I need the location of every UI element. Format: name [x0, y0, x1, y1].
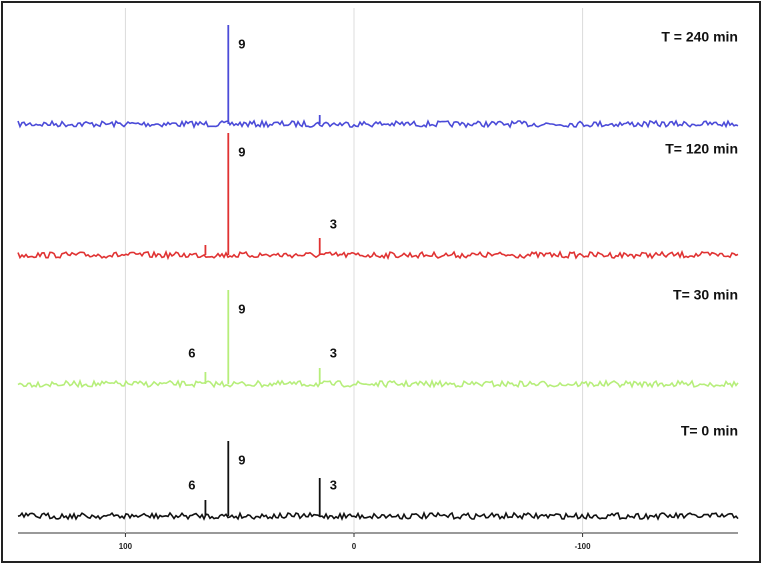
- baseline-noise: [17, 510, 739, 521]
- peak-label: 3: [330, 216, 337, 231]
- peak-label: 6: [188, 477, 195, 492]
- x-tick-label: 0: [352, 542, 357, 551]
- peak-label: 3: [330, 477, 337, 492]
- series-title: T= 0 min: [681, 423, 738, 439]
- x-tick-label: 100: [119, 542, 133, 551]
- baseline-noise: [17, 249, 739, 261]
- series-title: T = 240 min: [661, 29, 738, 45]
- series-title: T= 30 min: [673, 287, 738, 303]
- x-tick-label: -100: [575, 542, 592, 551]
- baseline-noise: [17, 118, 739, 130]
- series-title: T= 120 min: [665, 141, 738, 157]
- frame: [1, 1, 761, 563]
- peak-label: 9: [238, 301, 245, 316]
- peak-label: 6: [188, 345, 195, 360]
- peak-label: 9: [238, 144, 245, 159]
- peak-label: 9: [238, 36, 245, 51]
- baseline-noise: [17, 378, 739, 389]
- peak-label: 3: [330, 345, 337, 360]
- peak-label: 9: [238, 452, 245, 467]
